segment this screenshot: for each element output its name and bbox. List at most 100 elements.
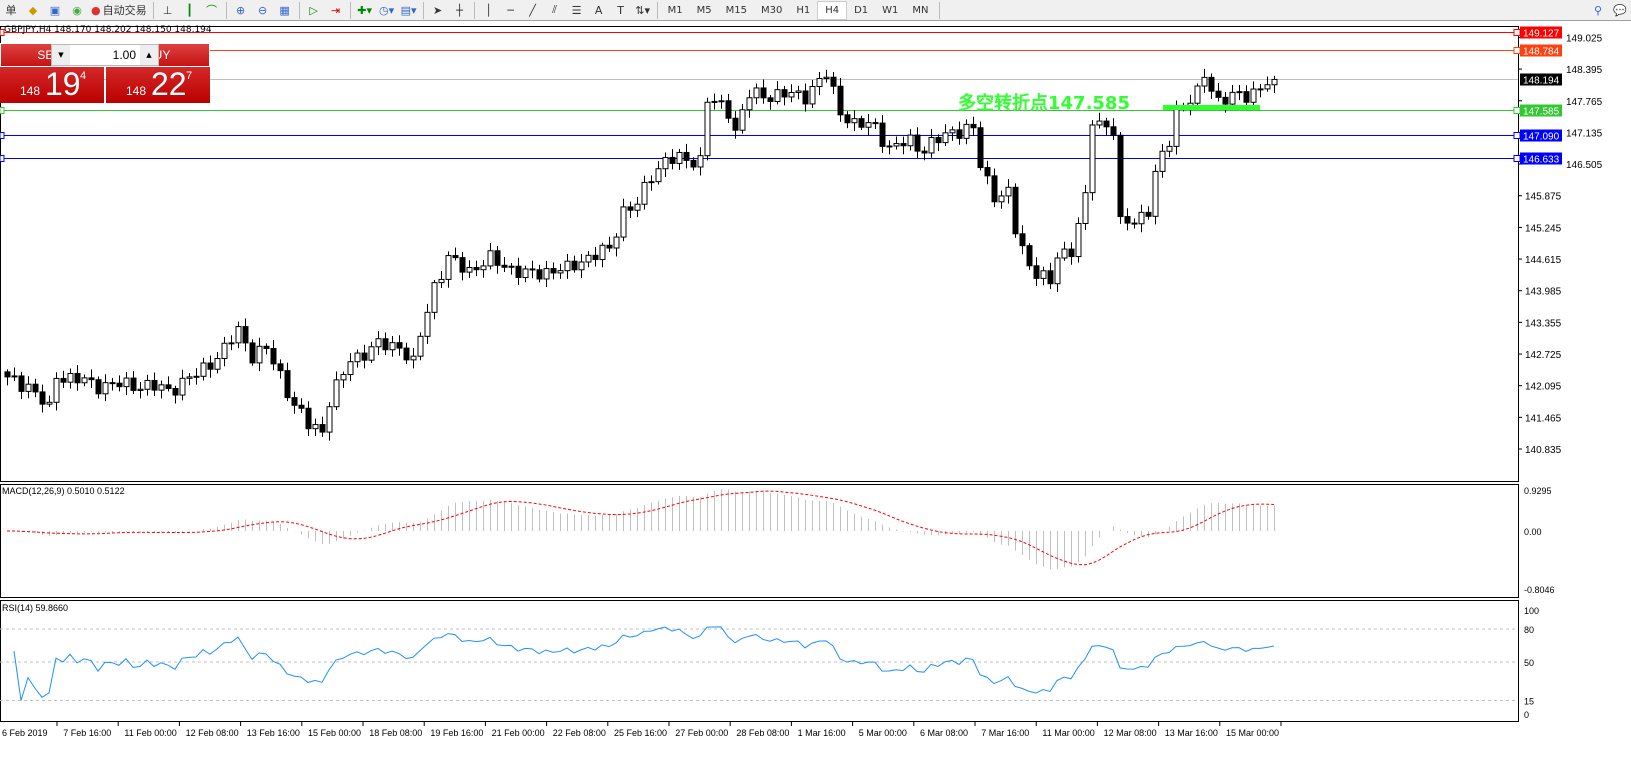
bull-candle	[676, 151, 683, 164]
bear-candle	[60, 377, 67, 383]
line-chart-icon[interactable]: ⌒	[206, 4, 218, 17]
bid-prefix: 148	[20, 84, 41, 98]
macd-tick-label: -0.8046	[1524, 585, 1555, 595]
arrows-icon[interactable]: ⇅▾	[635, 3, 650, 17]
templates-icon[interactable]: ▤▾	[400, 3, 417, 17]
bear-candle	[606, 244, 613, 249]
bull-candle	[424, 311, 431, 337]
bear-candle	[494, 250, 501, 266]
timeframe-d1[interactable]: D1	[854, 4, 869, 16]
bull-candle	[753, 87, 760, 99]
time-label: 25 Feb 16:00	[614, 728, 667, 738]
bear-candle	[1110, 126, 1117, 136]
lot-size-input[interactable]: 1.00	[112, 48, 136, 62]
price-tick-label: 141.465	[1525, 413, 1562, 424]
bull-candle	[774, 89, 781, 102]
trendline-icon[interactable]: ╱	[529, 3, 536, 17]
cursor-icon[interactable]: ➤	[433, 3, 443, 17]
bull-candle	[788, 92, 795, 98]
level-handle	[1513, 47, 1521, 54]
chart-shift-icon[interactable]: ⇥	[331, 3, 341, 17]
bear-candle	[970, 123, 977, 129]
timeframe-h1[interactable]: H1	[796, 4, 811, 16]
time-label: 1 Mar 16:00	[798, 728, 846, 738]
bear-candle	[1012, 186, 1019, 235]
bull-candle	[1166, 145, 1173, 152]
price-level-tag	[1520, 44, 1562, 57]
price-level-tag	[1520, 73, 1562, 86]
bull-candle	[312, 424, 319, 430]
bid-fraction: 4	[80, 70, 87, 82]
pivot-annotation[interactable]: 多空转折点147.585	[958, 93, 1130, 114]
time-label: 18 Feb 08:00	[369, 728, 422, 738]
bear-candle	[403, 347, 410, 361]
zoom-in-icon[interactable]: ⊕	[236, 3, 246, 17]
bear-candle	[914, 134, 921, 152]
bull-candle	[851, 118, 858, 124]
expert-advisor-icon[interactable]: ◆	[28, 3, 38, 17]
increase-lot-icon[interactable]: ▲	[140, 45, 158, 65]
timeframe-w1[interactable]: W1	[882, 4, 899, 16]
bull-candle	[739, 109, 746, 131]
chat-icon[interactable]: 💬	[1613, 3, 1627, 17]
bear-candle	[977, 127, 984, 169]
bull-candle	[697, 155, 704, 168]
time-label: 11 Feb 00:00	[124, 728, 176, 738]
bear-candle	[830, 76, 837, 87]
bear-candle	[669, 156, 676, 164]
timeframe-m30[interactable]: M30	[760, 4, 783, 16]
text-label-icon[interactable]: T	[617, 3, 624, 17]
fibonacci-icon[interactable]: ☰	[571, 3, 582, 17]
rsi-tick-label: 80	[1524, 625, 1534, 635]
auto-scroll-icon[interactable]: ▷	[309, 3, 318, 17]
periods-icon[interactable]: ◷▾	[379, 3, 395, 17]
candlestick-icon[interactable]: ┃	[186, 3, 193, 17]
buy-price[interactable]: 148 22 7	[106, 66, 210, 103]
equidistant-channel-icon[interactable]: ⫽	[552, 3, 558, 16]
bear-candle	[1208, 76, 1215, 92]
menu-fragment[interactable]: 单	[5, 4, 17, 17]
bear-candle	[1131, 222, 1138, 225]
auto-trade-button[interactable]: ● 自动交易	[88, 1, 150, 20]
bar-chart-icon[interactable]: ⊥	[162, 3, 173, 17]
bear-candle	[32, 383, 39, 393]
toolbar: 单 ◆ ▣ ◉ ● 自动交易 ⊥ ┃ ⌒ ⊕ ⊖ ▦ ▷ ⇥ ✚▾ ◷▾ ▤▾ ➤…	[0, 0, 1631, 21]
ask-prefix: 148	[126, 84, 147, 98]
bear-candle	[88, 377, 95, 381]
signal-icon[interactable]: ◉	[72, 3, 82, 17]
tile-windows-icon[interactable]: ▦	[279, 3, 290, 17]
timeframe-m1[interactable]: M1	[667, 4, 683, 16]
bull-candle	[410, 355, 417, 361]
bear-candle	[95, 379, 102, 395]
price-tick-label: 140.835	[1525, 445, 1562, 456]
bull-candle	[641, 181, 648, 205]
bull-candle	[823, 76, 830, 79]
search-icon[interactable]: ⚲	[1593, 3, 1603, 17]
timeframe-mn[interactable]: MN	[912, 4, 929, 16]
bear-candle	[760, 87, 767, 99]
sell-price[interactable]: 148 19 4	[0, 66, 104, 103]
text-tool-icon[interactable]: A	[594, 3, 603, 17]
strategy-tester-icon[interactable]: ▣	[49, 3, 61, 17]
decrease-lot-icon[interactable]: ▼	[52, 45, 70, 65]
bull-candle	[578, 261, 585, 271]
zoom-out-icon[interactable]: ⊖	[258, 3, 268, 17]
time-label: 27 Feb 00:00	[675, 728, 728, 738]
bear-candle	[501, 264, 508, 268]
chart-info: GBPJPY,H4 148.170 148.202 148.150 148.19…	[4, 25, 212, 35]
bear-candle	[1215, 90, 1222, 98]
bull-candle	[564, 260, 571, 272]
timeframe-m5[interactable]: M5	[696, 4, 712, 16]
bear-candle	[921, 150, 928, 154]
bear-candle	[627, 206, 634, 211]
indicators-icon[interactable]: ✚▾	[357, 3, 372, 17]
crosshair-icon[interactable]: ┼	[456, 3, 463, 17]
timeframe-h4[interactable]: H4	[817, 0, 848, 20]
horizontal-line-icon[interactable]: ─	[507, 3, 514, 17]
timeframe-m15[interactable]: M15	[725, 4, 747, 16]
bear-candle	[361, 352, 368, 361]
vertical-line-icon[interactable]: │	[485, 3, 492, 17]
lot-size-stepper[interactable]: ▼ 1.00 ▲	[51, 44, 159, 66]
bull-candle	[144, 379, 151, 390]
